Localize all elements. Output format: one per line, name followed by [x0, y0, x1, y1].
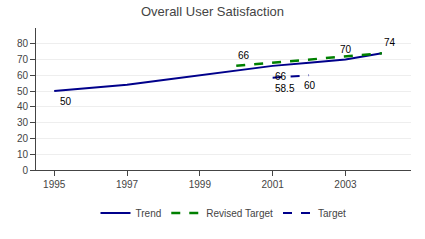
svg-text:40: 40 — [17, 101, 29, 112]
svg-text:Target: Target — [318, 208, 346, 219]
svg-text:10: 10 — [17, 149, 29, 160]
svg-text:80: 80 — [17, 38, 29, 49]
svg-text:60: 60 — [17, 70, 29, 81]
svg-text:50: 50 — [60, 96, 72, 107]
svg-text:70: 70 — [17, 54, 29, 65]
svg-text:66: 66 — [238, 50, 250, 61]
svg-text:Revised Target: Revised Target — [206, 208, 273, 219]
svg-text:20: 20 — [17, 133, 29, 144]
svg-text:60: 60 — [304, 80, 316, 91]
svg-text:58.5: 58.5 — [275, 83, 295, 94]
svg-text:1997: 1997 — [116, 179, 139, 190]
svg-text:2001: 2001 — [262, 179, 285, 190]
svg-text:30: 30 — [17, 117, 29, 128]
svg-text:1995: 1995 — [43, 179, 66, 190]
svg-text:Overall User Satisfaction: Overall User Satisfaction — [141, 4, 284, 19]
svg-text:50: 50 — [17, 86, 29, 97]
svg-text:74: 74 — [384, 37, 396, 48]
svg-text:70: 70 — [340, 44, 352, 55]
svg-text:Trend: Trend — [136, 208, 162, 219]
svg-text:66: 66 — [275, 71, 287, 82]
svg-text:1999: 1999 — [189, 179, 212, 190]
svg-text:0: 0 — [22, 165, 28, 176]
svg-text:2003: 2003 — [334, 179, 357, 190]
